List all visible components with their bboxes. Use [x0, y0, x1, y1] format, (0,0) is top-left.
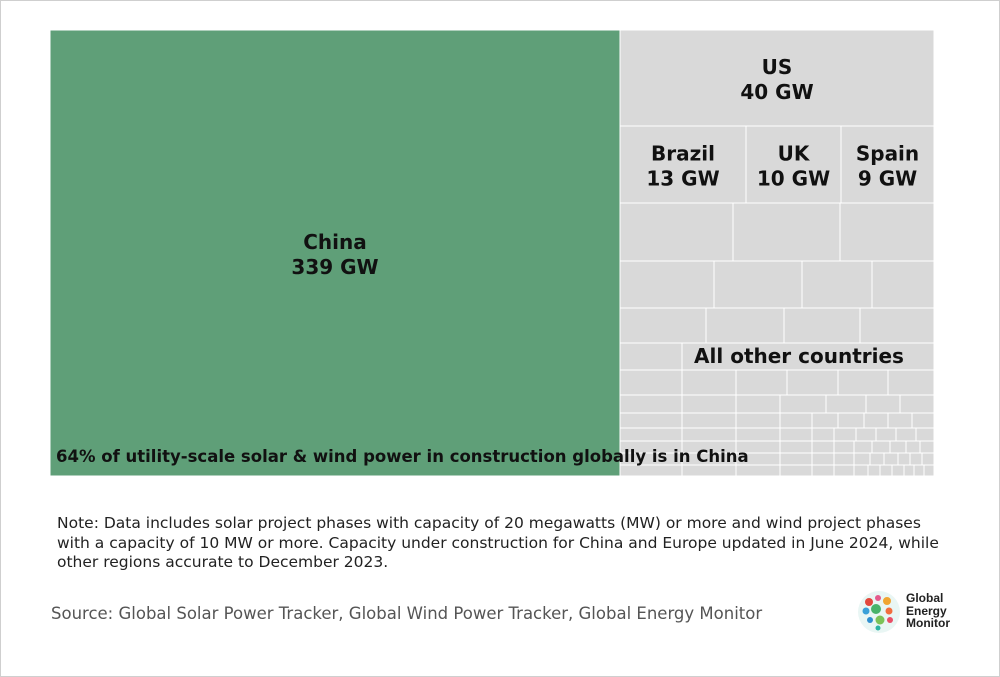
other-cell	[837, 412, 865, 429]
other-cell	[921, 452, 935, 466]
other-cell	[705, 307, 785, 344]
global-energy-monitor-logo: Global Energy Monitor	[856, 589, 966, 637]
logo-line-1: Global	[906, 591, 944, 605]
other-cell	[779, 440, 813, 454]
other-cell	[853, 464, 869, 477]
other-cell	[879, 464, 893, 477]
other-cell	[735, 394, 781, 414]
value-china: 339 GW	[291, 255, 378, 279]
other-cell	[681, 427, 737, 442]
other-cell	[801, 260, 873, 309]
cell-us	[619, 29, 935, 127]
other-cell	[887, 412, 913, 429]
other-cell	[871, 440, 891, 454]
chart-note: Note: Data includes solar project phases…	[57, 514, 939, 571]
other-cell	[869, 452, 885, 466]
other-cell	[833, 452, 855, 466]
other-cell	[833, 427, 857, 442]
other-cell	[883, 452, 899, 466]
other-cell	[887, 369, 935, 396]
other-cell	[681, 412, 737, 429]
chart-source: Source: Global Solar Power Tracker, Glob…	[51, 604, 763, 623]
other-cell	[833, 440, 855, 454]
other-cell	[786, 369, 839, 396]
other-cell	[853, 440, 873, 454]
china-share-annotation: 64% of utility-scale solar & wind power …	[56, 447, 749, 466]
other-cell	[619, 307, 707, 344]
other-cell	[911, 412, 935, 429]
other-cell	[811, 452, 835, 466]
other-cell	[735, 412, 781, 429]
other-cell	[811, 440, 835, 454]
other-cell	[779, 452, 813, 466]
cell-china	[49, 29, 621, 477]
other-cell	[619, 202, 734, 262]
other-cell	[865, 394, 901, 414]
value-brazil: 13 GW	[646, 167, 719, 191]
other-cell	[811, 412, 839, 429]
other-cell	[919, 440, 935, 454]
other-cell	[779, 427, 813, 442]
other-cell	[735, 464, 781, 477]
other-cell	[811, 464, 835, 477]
other-cell	[681, 369, 737, 396]
other-cell	[855, 427, 877, 442]
globe-icon	[858, 591, 900, 633]
other-cell	[779, 412, 813, 429]
other-cell	[915, 427, 935, 442]
other-cell	[779, 394, 827, 414]
other-cell	[619, 412, 683, 429]
other-cell	[619, 369, 683, 396]
logo-line-2: Energy	[906, 603, 947, 618]
other-cell	[897, 452, 911, 466]
value-us: 40 GW	[740, 80, 813, 104]
label-uk: UK	[778, 142, 811, 166]
label-china: China	[303, 230, 367, 254]
logo-line-3: Monitor	[906, 616, 950, 630]
other-cell	[905, 440, 921, 454]
other-cell	[735, 369, 788, 396]
other-cell	[619, 427, 683, 442]
other-cell	[875, 427, 897, 442]
logo-text: Global Energy Monitor	[906, 592, 950, 630]
other-cell	[713, 260, 803, 309]
other-cell	[837, 369, 889, 396]
other-cell	[909, 452, 923, 466]
other-cell	[839, 202, 935, 262]
other-cell	[859, 307, 935, 344]
other-cell	[863, 412, 889, 429]
other-cell	[681, 464, 737, 477]
other-cell	[833, 464, 855, 477]
other-cell	[681, 342, 935, 371]
value-spain: 9 GW	[858, 167, 917, 191]
other-cell	[811, 427, 835, 442]
other-cell	[619, 260, 715, 309]
other-cell	[783, 307, 861, 344]
label-spain: Spain	[856, 142, 919, 166]
other-cell	[619, 342, 683, 371]
label-brazil: Brazil	[651, 142, 715, 166]
other-cell	[867, 464, 881, 477]
other-cell	[732, 202, 841, 262]
label-all-other-countries: All other countries	[694, 344, 904, 368]
other-cell	[903, 464, 915, 477]
other-cell	[895, 427, 917, 442]
other-cell	[619, 394, 683, 414]
other-cell	[619, 464, 683, 477]
other-cell	[825, 394, 867, 414]
other-cell	[871, 260, 935, 309]
cell-uk	[745, 125, 842, 204]
other-cell	[899, 394, 935, 414]
other-cell	[913, 464, 925, 477]
label-us: US	[762, 55, 793, 79]
other-cell	[889, 440, 907, 454]
value-uk: 10 GW	[757, 167, 830, 191]
other-cell	[853, 452, 871, 466]
other-cell	[735, 427, 781, 442]
other-cell	[681, 394, 737, 414]
other-cell	[923, 464, 935, 477]
other-cell	[891, 464, 905, 477]
other-cell	[779, 464, 813, 477]
